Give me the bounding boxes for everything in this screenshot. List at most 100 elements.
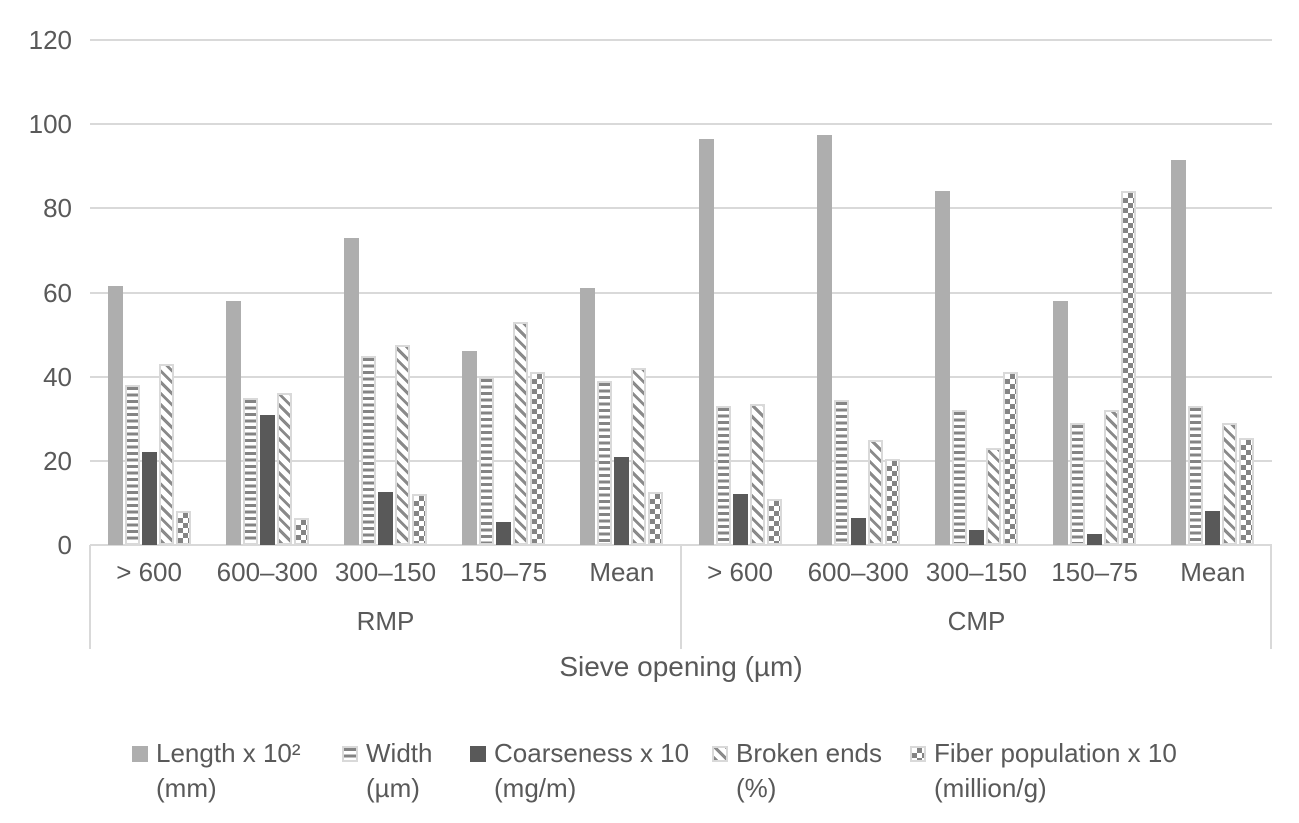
bar-coarseness xyxy=(377,492,393,545)
x-axis-separator-right xyxy=(1270,545,1272,649)
bar-length xyxy=(1171,160,1187,545)
y-tick-label: 60 xyxy=(43,277,72,308)
group-label-cmp: CMP xyxy=(947,606,1006,636)
bars-layer xyxy=(90,40,1272,545)
gridline xyxy=(90,459,1272,462)
legend-label: Fiber population x 10 xyxy=(934,738,1177,768)
bar-broken-ends xyxy=(276,393,292,545)
bar-fiber-population xyxy=(766,499,782,545)
bar-width xyxy=(1070,423,1086,545)
y-tick-label: 40 xyxy=(43,361,72,392)
bar-width xyxy=(833,400,849,545)
legend-item-width: Width (µm) xyxy=(342,736,432,806)
bar-length xyxy=(580,288,596,545)
bar-coarseness xyxy=(496,522,512,545)
y-tick-label: 100 xyxy=(28,109,72,140)
bar-coarseness xyxy=(732,494,748,545)
legend-label: Broken ends xyxy=(736,738,882,768)
bar-group xyxy=(917,40,1035,545)
bar-length xyxy=(698,139,714,545)
category-axis-labels: > 600 600–300 300–150 150–75 Mean > 600 600–30… xyxy=(90,556,1272,588)
bar-fiber-population xyxy=(175,511,191,545)
group-axis-labels: RMP CMP xyxy=(90,605,1272,637)
bar-width xyxy=(597,381,613,545)
bar-fiber-population xyxy=(648,492,664,545)
bar-length xyxy=(343,238,359,545)
bar-coarseness xyxy=(141,452,157,545)
bar-broken-ends xyxy=(158,364,174,545)
bar-width xyxy=(715,406,731,545)
category-tick-label: Mean xyxy=(1180,557,1246,587)
bar-coarseness xyxy=(614,457,630,545)
gridline xyxy=(90,207,1272,210)
bar-fiber-population xyxy=(1002,372,1018,545)
category-tick-label: 300–150 xyxy=(925,557,1028,587)
category-tick-label: 600–300 xyxy=(807,557,909,587)
bar-fiber-population xyxy=(1121,191,1137,545)
bar-width xyxy=(951,410,967,545)
legend-label-units: (µm) xyxy=(366,773,420,803)
bar-group xyxy=(90,40,208,545)
bar-broken-ends xyxy=(394,345,410,545)
bar-width xyxy=(360,356,376,545)
bar-group xyxy=(1036,40,1154,545)
x-axis-separator-middle xyxy=(680,545,682,649)
legend-item-coarseness: Coarseness x 10 (mg/m) xyxy=(470,736,689,806)
bar-broken-ends xyxy=(985,448,1001,545)
bar-coarseness xyxy=(259,415,275,545)
legend-swatch-width xyxy=(342,745,358,762)
y-tick-label: 0 xyxy=(57,530,72,560)
bar-length xyxy=(107,286,123,545)
category-tick-label: 150–75 xyxy=(1051,557,1138,587)
legend-label-units: (%) xyxy=(736,773,777,803)
legend-swatch-broken-ends xyxy=(712,745,728,762)
legend-item-fiber-population: Fiber population x 10 (million/g) xyxy=(910,736,1177,806)
legend-item-broken-ends: Broken ends (%) xyxy=(712,736,882,806)
legend-label: Length x 10² xyxy=(156,738,301,768)
y-tick-label: 120 xyxy=(28,25,72,55)
bar-length xyxy=(225,301,241,545)
bar-fiber-population xyxy=(293,518,309,545)
gridline xyxy=(90,39,1272,41)
bar-fiber-population xyxy=(884,459,900,545)
y-tick-label: 20 xyxy=(43,445,72,476)
bar-fiber-population xyxy=(1239,438,1255,545)
bar-width xyxy=(1188,406,1204,545)
bar-width xyxy=(479,377,495,545)
bar-group xyxy=(681,40,799,545)
legend-swatch-coarseness xyxy=(470,745,486,762)
y-axis-labels: 0 20 40 60 80 100 120 xyxy=(0,25,72,560)
bar-broken-ends xyxy=(749,404,765,545)
y-tick-label: 80 xyxy=(43,193,72,224)
legend-label-units: (mm) xyxy=(156,773,217,803)
bar-group xyxy=(563,40,681,545)
legend-label-units: (mg/m) xyxy=(494,773,577,803)
bar-group xyxy=(1154,40,1272,545)
bar-coarseness xyxy=(968,530,984,545)
legend-label: Width xyxy=(366,738,433,768)
category-tick-label: > 600 xyxy=(707,557,773,587)
category-tick-label: 150–75 xyxy=(460,557,548,587)
bar-broken-ends xyxy=(1222,423,1238,545)
legend-item-length: Length x 10² (mm) xyxy=(132,736,301,806)
category-tick-label: Mean xyxy=(589,557,655,587)
category-tick-label: 300–150 xyxy=(334,557,437,587)
bar-fiber-population xyxy=(411,494,427,545)
legend-swatch-fiber-population xyxy=(910,745,926,762)
legend-label: Coarseness x 10 xyxy=(494,738,690,768)
bar-width xyxy=(242,398,258,545)
legend-swatch-length xyxy=(132,745,148,762)
bar-length xyxy=(934,191,950,545)
bar-length xyxy=(816,135,832,545)
bar-coarseness xyxy=(850,518,866,545)
category-tick-label: > 600 xyxy=(116,557,182,587)
bar-fiber-population xyxy=(530,372,546,545)
plot-area xyxy=(90,39,1272,546)
legend-label-units: (million/g) xyxy=(934,773,1047,803)
bar-group xyxy=(208,40,326,545)
bar-group xyxy=(445,40,563,545)
bar-length xyxy=(462,351,478,545)
bar-length xyxy=(1053,301,1069,545)
bar-coarseness xyxy=(1087,534,1103,545)
bar-coarseness xyxy=(1205,511,1221,545)
